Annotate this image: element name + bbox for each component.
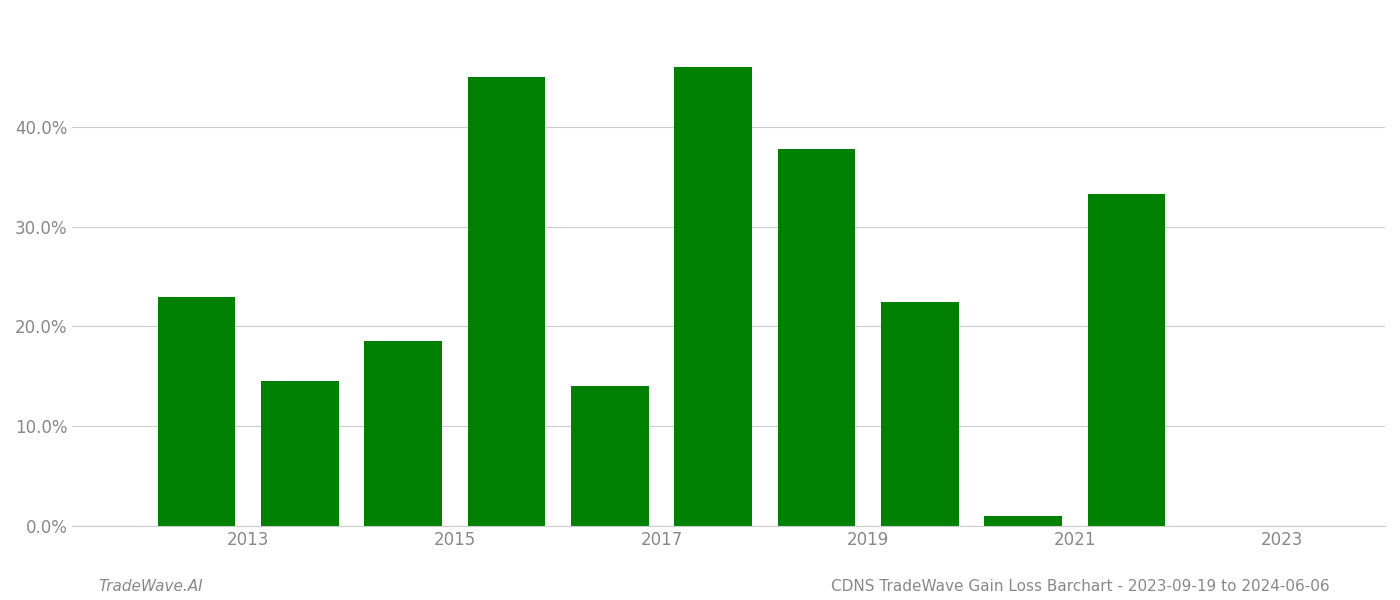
Bar — [364, 341, 442, 526]
Bar — [571, 386, 648, 526]
Bar — [1088, 194, 1165, 526]
Bar — [468, 77, 545, 526]
Bar — [158, 296, 235, 526]
Bar — [778, 149, 855, 526]
Bar — [675, 67, 752, 526]
Text: CDNS TradeWave Gain Loss Barchart - 2023-09-19 to 2024-06-06: CDNS TradeWave Gain Loss Barchart - 2023… — [832, 579, 1330, 594]
Text: TradeWave.AI: TradeWave.AI — [98, 579, 203, 594]
Bar — [881, 302, 959, 526]
Bar — [984, 516, 1063, 526]
Bar — [260, 382, 339, 526]
